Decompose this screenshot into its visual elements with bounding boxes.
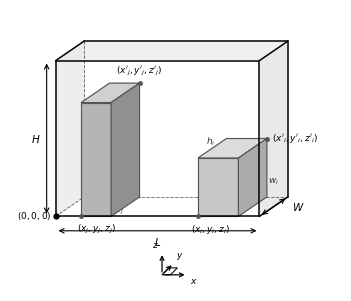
- Text: $h_j$: $h_j$: [82, 123, 91, 136]
- Polygon shape: [111, 83, 140, 216]
- Text: $w_j$: $w_j$: [113, 206, 124, 217]
- Text: $w_i$: $w_i$: [269, 176, 279, 187]
- Text: $l_j$: $l_j$: [119, 143, 125, 157]
- Text: $x$: $x$: [190, 277, 198, 286]
- Text: $L$: $L$: [154, 236, 161, 248]
- Polygon shape: [56, 41, 288, 61]
- Polygon shape: [81, 103, 111, 216]
- Text: $(x'_j,y'_j,z'_j)$: $(x'_j,y'_j,z'_j)$: [117, 65, 163, 78]
- Text: $(x_i,y_i,z_i)$: $(x_i,y_i,z_i)$: [191, 223, 230, 236]
- Text: $W$: $W$: [292, 201, 305, 213]
- Polygon shape: [198, 138, 267, 158]
- Polygon shape: [56, 41, 84, 216]
- Polygon shape: [238, 138, 267, 216]
- Text: $l_i$: $l_i$: [250, 148, 256, 160]
- Text: $h_i$: $h_i$: [206, 136, 216, 148]
- Text: $(x_j,y_j,z_j)$: $(x_j,y_j,z_j)$: [77, 223, 115, 236]
- Text: $H$: $H$: [31, 132, 41, 144]
- Polygon shape: [259, 41, 288, 216]
- Text: $(0,0,0)$: $(0,0,0)$: [16, 210, 51, 222]
- Polygon shape: [198, 158, 238, 216]
- Text: $y$: $y$: [176, 251, 184, 262]
- Text: $(x'_i,y'_i,z'_i)$: $(x'_i,y'_i,z'_i)$: [272, 132, 319, 145]
- Polygon shape: [81, 83, 140, 103]
- Text: $z$: $z$: [152, 241, 159, 250]
